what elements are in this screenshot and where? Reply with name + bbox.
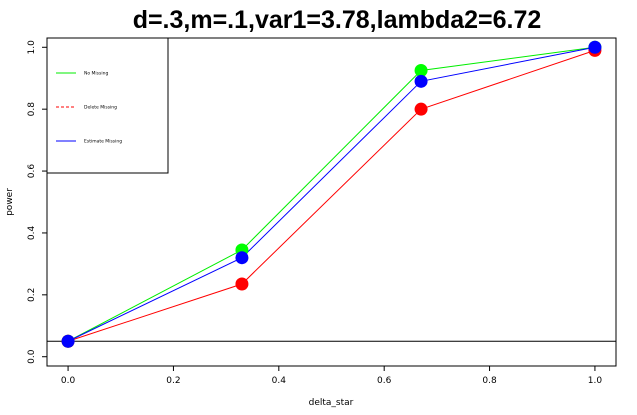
y-tick-label: 0.4 [27, 226, 37, 241]
x-tick-label: 0.2 [166, 376, 180, 386]
legend-label: No Missing [84, 71, 108, 77]
plot-area [46, 37, 617, 367]
series-line-1 [67, 49, 596, 342]
legend-box [47, 38, 169, 174]
y-tick-label: 0.2 [27, 288, 37, 302]
data-point [414, 63, 428, 77]
y-tick-label: 0.6 [27, 164, 37, 179]
x-axis-label: delta_star [309, 398, 354, 408]
series-points [61, 40, 602, 348]
data-point [414, 74, 428, 88]
x-tick-label: 0.8 [482, 376, 497, 386]
series-line-2 [67, 46, 596, 342]
axes: 0.0 0.2 0.4 0.6 0.8 1.0 0.0 0.2 0.4 0.6 0.8 1.0 [27, 40, 602, 386]
legend: No Missing Delete Missing Estimate Missing [47, 38, 169, 174]
legend-label: Delete Missing [84, 105, 117, 111]
y-axis-label: power [5, 188, 15, 216]
y-tick-label: 1.0 [27, 40, 37, 55]
legend-label: Estimate Missing [84, 139, 122, 145]
x-tick-label: 1.0 [588, 376, 603, 386]
series-line-0 [67, 46, 595, 342]
y-tick-label: 0.8 [27, 102, 37, 117]
data-point [61, 334, 75, 348]
chart-title: d=.3,m=.1,var1=3.78,lambda2=6.72 [133, 6, 542, 34]
x-tick-label: 0.0 [61, 376, 76, 386]
series-lines [67, 46, 596, 342]
data-point [414, 102, 428, 116]
data-point [588, 40, 602, 54]
data-point [235, 251, 249, 265]
x-tick-label: 0.6 [377, 376, 392, 386]
x-tick-label: 0.4 [272, 376, 287, 386]
data-point [235, 277, 249, 291]
y-tick-label: 0.0 [27, 349, 37, 364]
